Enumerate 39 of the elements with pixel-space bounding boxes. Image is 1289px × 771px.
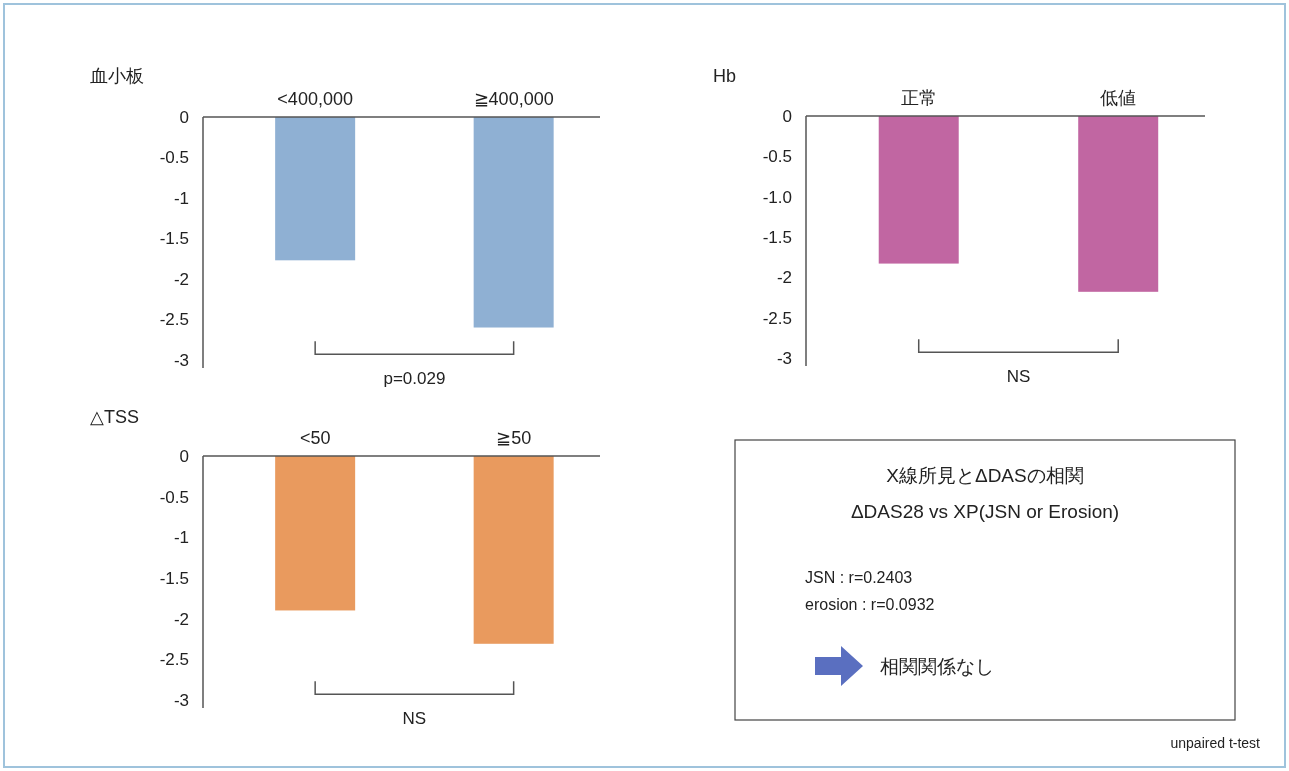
- y-tick-label: -3: [173, 350, 189, 370]
- y-tick-label: -1.5: [762, 227, 792, 247]
- y-tick-label: 0: [179, 447, 189, 466]
- text: NS: [1006, 367, 1031, 387]
- chart-title: △TSS: [90, 407, 140, 427]
- y-tick-label: -1.0: [762, 187, 792, 207]
- y-tick-label: -2.5: [159, 650, 189, 670]
- y-tick-label: -2.5: [159, 310, 189, 330]
- y-tick-label: -3: [776, 348, 792, 368]
- x-tick-label: <50: [299, 428, 331, 448]
- y-tick-label: -2: [776, 268, 792, 288]
- x-tick-label: 低値: [1100, 88, 1137, 108]
- chart-title: 血小板: [90, 66, 144, 86]
- x-tick-label: ≧50: [496, 428, 532, 448]
- text: NS: [402, 709, 427, 729]
- y-tick-label: -2: [173, 269, 189, 289]
- y-tick-label: -2.5: [762, 308, 792, 328]
- text: ΔDAS28 vs XP(JSN or Erosion): [850, 501, 1120, 522]
- text: unpaired t-test: [1170, 735, 1261, 751]
- y-tick-label: -2: [173, 609, 189, 629]
- y-tick-label: -1.5: [159, 229, 189, 249]
- x-tick-label: <400,000: [277, 89, 353, 109]
- text: p=0.029: [383, 369, 446, 389]
- text: 相関関係なし: [880, 656, 994, 677]
- x-tick-label: 正常: [900, 88, 937, 108]
- y-tick-label: -1: [173, 188, 189, 208]
- y-tick-label: 0: [179, 108, 189, 127]
- y-tick-label: -0.5: [159, 487, 189, 507]
- y-tick-label: -1: [173, 528, 189, 548]
- chart-title: Hb: [713, 66, 737, 86]
- text: X線所見とΔDASの相関: [886, 465, 1084, 486]
- y-tick-label: 0: [782, 107, 792, 126]
- y-tick-label: -3: [173, 690, 189, 710]
- text: JSN : r=0.2403: [805, 569, 913, 586]
- text: erosion : r=0.0932: [805, 596, 935, 613]
- y-tick-label: -0.5: [159, 148, 189, 168]
- x-tick-label: ≧400,000: [473, 89, 554, 109]
- y-tick-label: -1.5: [159, 568, 189, 588]
- y-tick-label: -0.5: [762, 147, 792, 167]
